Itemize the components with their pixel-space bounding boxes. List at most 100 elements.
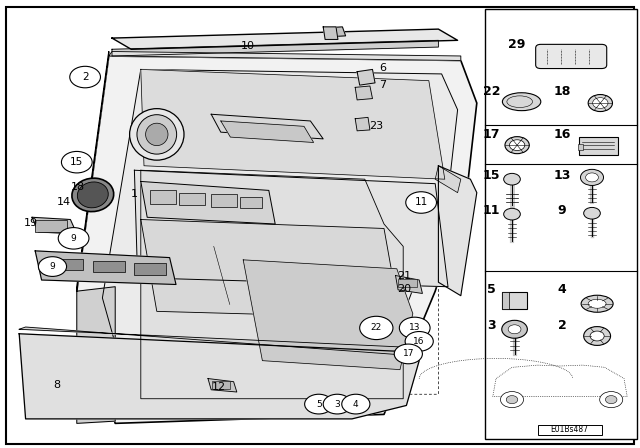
Bar xyxy=(211,194,237,207)
Circle shape xyxy=(305,394,333,414)
Bar xyxy=(578,144,583,150)
Bar xyxy=(240,197,262,208)
Bar xyxy=(485,9,637,439)
Circle shape xyxy=(394,344,422,364)
Ellipse shape xyxy=(72,178,114,211)
Polygon shape xyxy=(35,251,176,284)
Polygon shape xyxy=(141,181,275,224)
Text: 13: 13 xyxy=(409,323,420,332)
Text: 10: 10 xyxy=(241,41,255,51)
Circle shape xyxy=(406,192,436,213)
Bar xyxy=(579,137,618,155)
Text: 22: 22 xyxy=(483,85,500,99)
Text: 11: 11 xyxy=(483,204,500,217)
Circle shape xyxy=(506,396,518,404)
Text: 16: 16 xyxy=(413,337,425,346)
Text: 3: 3 xyxy=(335,400,340,409)
Polygon shape xyxy=(141,220,400,318)
Polygon shape xyxy=(323,27,338,39)
Polygon shape xyxy=(221,121,314,142)
Ellipse shape xyxy=(505,137,529,154)
Circle shape xyxy=(584,207,600,219)
Polygon shape xyxy=(357,69,375,85)
Circle shape xyxy=(323,394,351,414)
Text: 5: 5 xyxy=(487,283,496,297)
Polygon shape xyxy=(243,260,413,370)
Text: 1: 1 xyxy=(131,189,138,198)
Bar xyxy=(212,381,230,389)
Polygon shape xyxy=(102,69,458,412)
Text: 16: 16 xyxy=(553,128,571,141)
Circle shape xyxy=(70,66,100,88)
Polygon shape xyxy=(77,52,109,291)
Circle shape xyxy=(38,257,67,276)
Text: 15: 15 xyxy=(483,169,500,182)
Text: E01Bs487: E01Bs487 xyxy=(550,425,589,434)
Ellipse shape xyxy=(581,295,613,312)
Polygon shape xyxy=(355,86,372,100)
Bar xyxy=(502,292,527,309)
Ellipse shape xyxy=(590,331,604,341)
Bar xyxy=(502,292,509,309)
Polygon shape xyxy=(326,27,346,37)
Polygon shape xyxy=(355,117,370,131)
Ellipse shape xyxy=(502,93,541,111)
Polygon shape xyxy=(112,40,438,56)
Text: 23: 23 xyxy=(369,121,383,131)
Bar xyxy=(35,220,67,232)
Ellipse shape xyxy=(593,98,608,108)
Circle shape xyxy=(58,228,89,249)
FancyBboxPatch shape xyxy=(536,44,607,69)
Circle shape xyxy=(580,169,604,185)
Polygon shape xyxy=(134,170,448,287)
Ellipse shape xyxy=(588,95,612,112)
Text: 19: 19 xyxy=(24,218,38,228)
Circle shape xyxy=(600,392,623,408)
Bar xyxy=(398,279,417,287)
Circle shape xyxy=(586,173,598,182)
Bar xyxy=(93,261,125,272)
Text: 13: 13 xyxy=(553,169,571,182)
Polygon shape xyxy=(77,56,477,423)
Ellipse shape xyxy=(588,299,606,308)
Text: 5: 5 xyxy=(316,400,321,409)
Bar xyxy=(51,259,83,270)
Text: 8: 8 xyxy=(52,380,60,390)
Text: 18: 18 xyxy=(71,182,85,192)
Text: 2: 2 xyxy=(82,72,88,82)
Circle shape xyxy=(500,392,524,408)
Text: 9: 9 xyxy=(50,262,55,271)
Polygon shape xyxy=(19,334,419,419)
Polygon shape xyxy=(396,276,422,293)
Polygon shape xyxy=(112,29,458,49)
Polygon shape xyxy=(208,379,237,392)
Text: 17: 17 xyxy=(403,349,414,358)
Circle shape xyxy=(405,332,433,351)
Circle shape xyxy=(360,316,393,340)
Ellipse shape xyxy=(509,140,525,151)
Polygon shape xyxy=(435,166,461,193)
Circle shape xyxy=(504,208,520,220)
Text: 4: 4 xyxy=(353,400,358,409)
Circle shape xyxy=(399,317,430,339)
Circle shape xyxy=(61,151,92,173)
Ellipse shape xyxy=(137,115,177,154)
Text: 17: 17 xyxy=(483,128,500,141)
Text: 4: 4 xyxy=(557,283,566,297)
Text: 21: 21 xyxy=(397,271,412,280)
Polygon shape xyxy=(438,166,477,296)
Circle shape xyxy=(508,325,521,334)
Ellipse shape xyxy=(584,327,611,345)
Bar xyxy=(150,190,176,204)
Circle shape xyxy=(342,394,370,414)
Text: 14: 14 xyxy=(57,198,71,207)
Polygon shape xyxy=(19,327,419,356)
Polygon shape xyxy=(211,114,323,139)
Text: 18: 18 xyxy=(553,85,571,99)
Bar xyxy=(538,425,602,435)
Bar xyxy=(134,263,166,275)
Text: 7: 7 xyxy=(379,80,387,90)
Text: 6: 6 xyxy=(380,63,386,73)
Circle shape xyxy=(502,320,527,338)
Polygon shape xyxy=(32,217,77,234)
